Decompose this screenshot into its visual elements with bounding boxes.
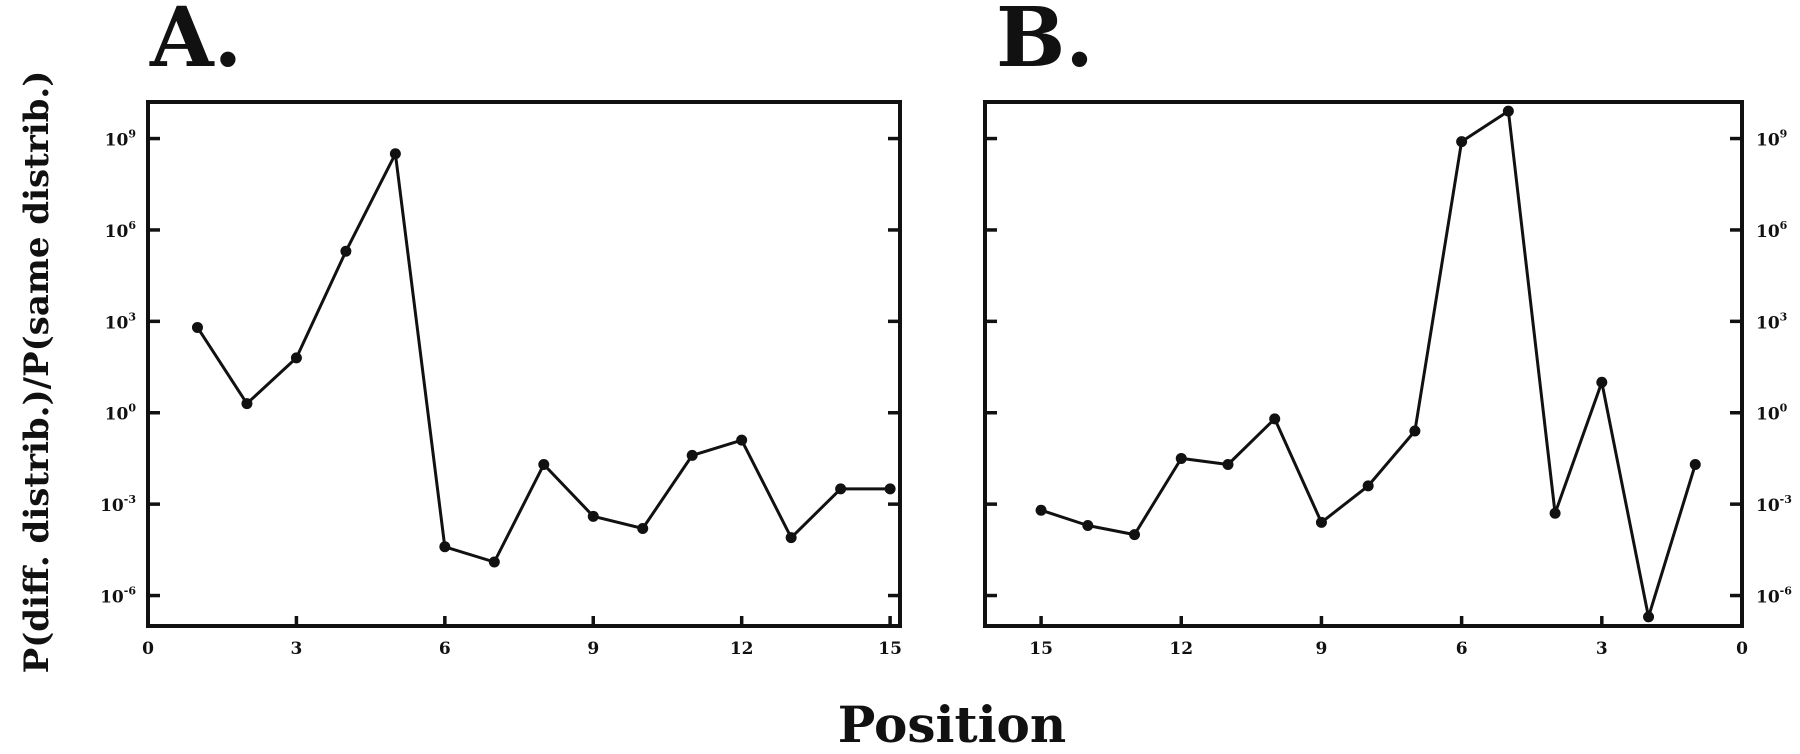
panel-a-ticks <box>146 136 900 626</box>
data-point <box>1222 459 1234 471</box>
data-point <box>835 483 847 495</box>
y-tick-label: 106 <box>1756 219 1788 242</box>
data-point <box>241 398 253 410</box>
data-point <box>1082 519 1094 531</box>
x-tick-label: 0 <box>1736 639 1748 659</box>
panel-b-frame <box>983 100 1744 628</box>
y-tick-label: 106 <box>105 219 137 242</box>
panel-b-x-tick-labels: 15 12 9 6 3 0 <box>1029 639 1748 659</box>
y-tick-label: 100 <box>1756 402 1788 425</box>
data-point <box>1175 452 1187 464</box>
x-tick-label: 3 <box>1596 639 1608 659</box>
panel-a: A. 0 3 6 9 12 15 10-6 10-3 100 103 106 109 <box>100 0 902 659</box>
panel-b-y-tick-labels: 10-6 10-3 100 103 106 109 <box>1756 128 1792 608</box>
y-tick-label: 103 <box>1756 310 1787 333</box>
data-point <box>1362 480 1374 492</box>
data-point <box>637 523 649 535</box>
x-axis-label: Position <box>838 695 1067 754</box>
data-point <box>1596 376 1608 388</box>
data-point <box>191 321 203 333</box>
x-tick-label: 3 <box>290 639 302 659</box>
x-tick-label: 0 <box>142 639 154 659</box>
data-point <box>1129 529 1141 541</box>
x-tick-label: 6 <box>439 639 451 659</box>
panel-a-y-tick-labels: 10-6 10-3 100 103 106 109 <box>100 128 136 608</box>
data-point <box>785 532 797 544</box>
x-tick-label: 6 <box>1456 639 1468 659</box>
data-point <box>488 556 500 568</box>
panel-b: B. 15 12 9 6 3 0 10-6 10-3 100 103 106 109 <box>983 0 1792 659</box>
data-point <box>1315 516 1327 528</box>
y-tick-label: 103 <box>105 310 136 333</box>
x-tick-label: 9 <box>587 639 599 659</box>
x-tick-label: 15 <box>1029 639 1053 659</box>
series-line <box>1040 109 1697 619</box>
panel-b-label: B. <box>996 0 1094 86</box>
y-tick-label: 109 <box>105 128 136 151</box>
data-point <box>686 449 698 461</box>
data-point <box>587 510 599 522</box>
y-tick-label: 100 <box>105 402 137 425</box>
data-point <box>1269 413 1281 425</box>
y-axis-label: P(diff. distrib.)/P(same distrib.) <box>17 71 57 674</box>
x-tick-label: 12 <box>1169 639 1193 659</box>
data-point <box>290 352 302 364</box>
data-point <box>1643 611 1655 623</box>
panel-b-series <box>1035 105 1701 623</box>
data-point <box>389 148 401 160</box>
data-point <box>884 483 896 495</box>
x-tick-label: 15 <box>878 639 902 659</box>
data-point <box>736 434 748 446</box>
panel-a-x-tick-labels: 0 3 6 9 12 15 <box>142 639 902 659</box>
data-point <box>439 541 451 553</box>
data-point <box>1502 105 1514 117</box>
data-point <box>340 245 352 257</box>
panel-a-series <box>191 148 896 568</box>
x-tick-label: 9 <box>1316 639 1328 659</box>
y-tick-label: 10-6 <box>1756 585 1792 608</box>
panel-b-ticks <box>985 136 1744 626</box>
data-point <box>1689 459 1701 471</box>
data-point <box>1456 136 1468 148</box>
x-tick-label: 12 <box>730 639 754 659</box>
panel-a-label: A. <box>149 0 242 86</box>
data-point <box>1035 504 1047 516</box>
y-tick-label: 10-3 <box>100 493 136 516</box>
y-tick-label: 109 <box>1756 128 1787 151</box>
panel-a-frame <box>146 100 902 628</box>
y-tick-label: 10-6 <box>100 585 136 608</box>
data-point <box>1409 425 1421 437</box>
data-point <box>538 459 550 471</box>
y-tick-label: 10-3 <box>1756 493 1792 516</box>
data-point <box>1549 507 1561 519</box>
